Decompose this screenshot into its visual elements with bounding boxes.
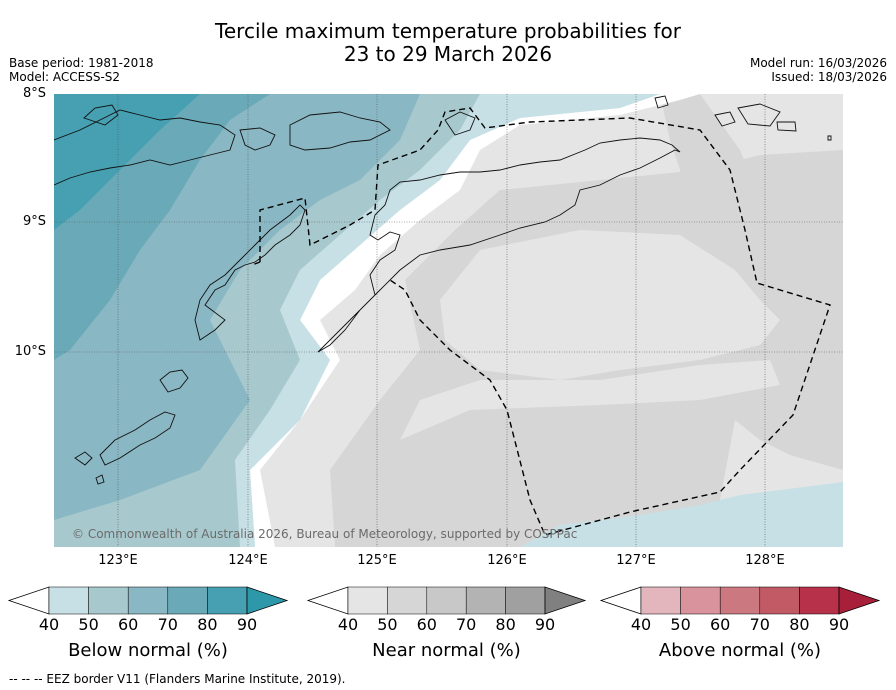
colorbar-below-label: Below normal (%)	[68, 640, 228, 661]
colorbar-near-segment	[465, 586, 506, 615]
flores-coastline	[54, 109, 236, 186]
western-timor-coastline	[194, 204, 306, 341]
lon-label-127e: 127°E	[616, 553, 656, 568]
colorbar-below-segment	[167, 586, 208, 615]
north-island-coastline	[289, 111, 391, 151]
meta-left: Base period: 1981-2018 Model: ACCESS-S2	[9, 56, 154, 84]
colorbar-below-tick: 40	[38, 615, 60, 634]
colorbar-below-segment	[48, 586, 89, 615]
islet-5-coastline	[827, 135, 832, 141]
colorbar-below-tick: 80	[197, 615, 218, 634]
map-title: Tercile maximum temperature probabilitie…	[0, 20, 896, 66]
colorbar-near-segment	[387, 586, 428, 615]
colorbar-near-tick: 40	[337, 615, 359, 634]
eez-border-west	[251, 261, 261, 266]
colorbar-above-segment	[799, 586, 840, 615]
colorbar-above	[599, 586, 881, 615]
colorbar-near-tick: 70	[456, 615, 477, 634]
colorbar-below-low-extend	[7, 586, 50, 615]
colorbar-near-tick: 90	[534, 615, 556, 634]
colorbar-below-segment	[127, 586, 169, 615]
islet-1-coastline	[654, 95, 669, 109]
solor-coastline	[239, 127, 276, 151]
colorbar-below-segment	[88, 586, 129, 615]
colorbar-above-tick: 60	[710, 615, 731, 634]
colorbar-above-tick: 50	[670, 615, 691, 634]
colorbar-above-segment	[680, 586, 721, 615]
colorbar-near-low-extend	[306, 586, 349, 615]
eez-footnote: -- -- -- EEZ border V11 (Flanders Marine…	[9, 672, 346, 686]
ndana-coastline	[95, 474, 105, 485]
model-run: Model run: 16/03/2026	[749, 56, 887, 70]
colorbar-near-high-extend	[544, 586, 587, 615]
base-period: Base period: 1981-2018	[9, 56, 154, 70]
lon-label-125e: 125°E	[357, 553, 397, 568]
colorbar-below-segment	[207, 586, 248, 615]
meta-right: Model run: 16/03/2026 Issued: 18/03/2026	[750, 56, 887, 84]
colorbar-below-tick: 70	[157, 615, 178, 634]
title-line-1: Tercile maximum temperature probabilitie…	[215, 19, 681, 43]
colorbar-near-tick: 80	[495, 615, 516, 634]
lon-label-124e: 124°E	[228, 553, 268, 568]
ndao-coastline	[74, 451, 93, 466]
colorbar-near	[306, 586, 587, 615]
islet-2-coastline	[714, 111, 736, 127]
lon-label-123e: 123°E	[98, 553, 138, 568]
colorbar-below-tick: 60	[118, 615, 139, 634]
colorbar-above-tick: 80	[789, 615, 810, 634]
colorbar-below-high-extend	[246, 586, 289, 615]
lon-label-126e: 126°E	[487, 553, 527, 568]
rote-coastline	[99, 411, 176, 466]
below-normal-40-bottom	[520, 482, 843, 547]
colorbar-near-segment	[347, 586, 388, 615]
islet-3-coastline	[737, 103, 781, 127]
colorbar-above-low-extend	[599, 586, 642, 615]
colorbar-above-segment	[759, 586, 800, 615]
coastlines	[54, 95, 832, 485]
title-line-2: 23 to 29 March 2026	[343, 42, 553, 66]
colorbar-below-tick: 90	[236, 615, 258, 634]
near-normal-50-patch	[660, 94, 780, 280]
colorbar-near-tick: 60	[416, 615, 437, 634]
colorbar-above-tick: 70	[749, 615, 770, 634]
colorbar-below-tick: 50	[78, 615, 99, 634]
colorbar-above-label: Above normal (%)	[658, 640, 822, 661]
colorbar-below	[7, 586, 289, 615]
lembata-coastline	[83, 104, 119, 126]
near-normal-40-zone	[440, 230, 780, 380]
issued-date: Issued: 18/03/2026	[771, 70, 887, 84]
model-name: Model: ACCESS-S2	[9, 70, 121, 84]
islet-4-coastline	[776, 121, 797, 132]
lat-label-9s: 9°S	[22, 214, 46, 229]
near-normal-40-zone-2	[400, 360, 780, 440]
semau-coastline	[159, 369, 189, 393]
colorbar-above-tick: 40	[630, 615, 652, 634]
colorbar-near-tick: 50	[377, 615, 398, 634]
lat-label-8s: 8°S	[22, 86, 46, 101]
wetar-coastline	[444, 111, 476, 136]
lat-label-10s: 10°S	[14, 344, 46, 359]
lon-label-128e: 128°E	[745, 553, 785, 568]
eez-border	[259, 107, 831, 536]
below-normal-80-region	[54, 94, 200, 230]
timor-coastline	[317, 137, 681, 353]
colorbar-above-tick: 90	[828, 615, 850, 634]
colorbar-near-segment	[505, 586, 546, 615]
map-layer: © Commonwealth of Australia 2026, Bureau…	[54, 94, 843, 547]
colorbar-above-segment	[719, 586, 761, 615]
colorbar-near-segment	[426, 586, 467, 615]
colorbar-above-high-extend	[838, 586, 881, 615]
copyright-text: © Commonwealth of Australia 2026, Bureau…	[72, 527, 577, 541]
colorbar-above-segment	[640, 586, 681, 615]
colorbar-near-label: Near normal (%)	[372, 640, 521, 661]
